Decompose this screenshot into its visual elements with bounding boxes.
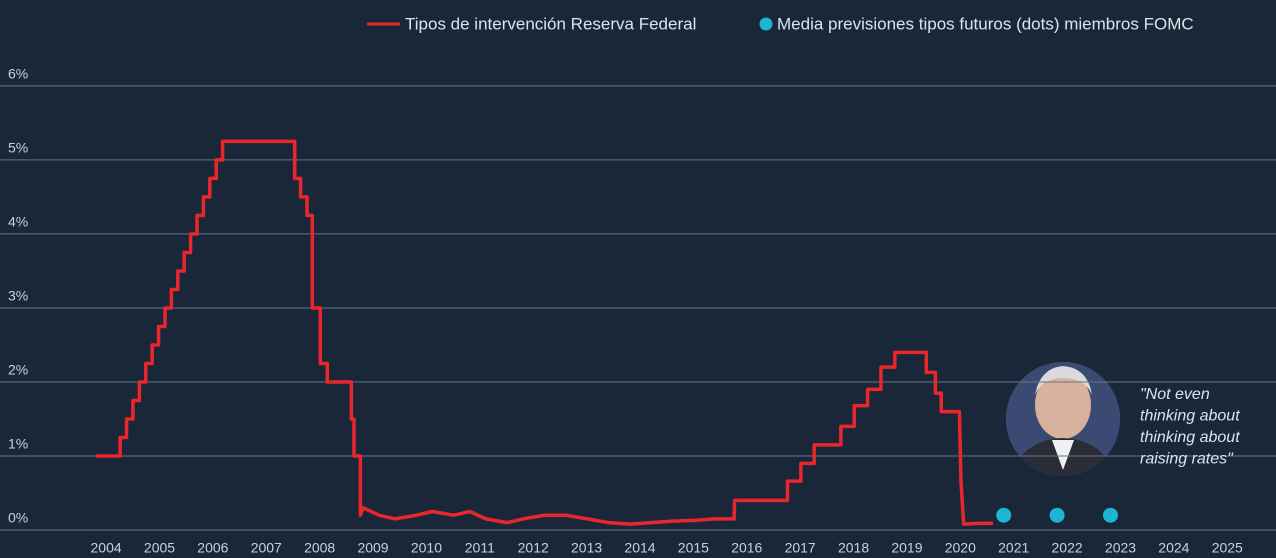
x-tick-label: 2015 (678, 540, 709, 556)
x-tick-label: 2021 (998, 540, 1029, 556)
y-tick-label: 3% (8, 288, 28, 304)
x-tick-label: 2022 (1052, 540, 1083, 556)
legend-label: Media previsiones tipos futuros (dots) m… (777, 14, 1194, 33)
annotation-text: "Not even (1140, 386, 1210, 403)
x-tick-label: 2011 (465, 540, 495, 556)
x-tick-label: 2025 (1212, 540, 1243, 556)
forecast-dot (1049, 507, 1065, 523)
x-tick-label: 2017 (785, 540, 816, 556)
x-tick-label: 2019 (891, 540, 922, 556)
rate-line (96, 139, 994, 526)
x-tick-label: 2004 (91, 540, 122, 556)
x-tick-label: 2006 (197, 540, 228, 556)
y-tick-label: 0% (8, 510, 28, 526)
forecast-dot (1102, 507, 1118, 523)
y-tick-label: 6% (8, 66, 28, 82)
annotation-text: thinking about (1140, 408, 1240, 425)
annotation-text: raising rates" (1140, 451, 1234, 468)
x-tick-label: 2024 (1158, 540, 1189, 556)
legend-swatch (759, 17, 773, 31)
x-tick-label: 2008 (304, 540, 335, 556)
x-tick-label: 2020 (945, 540, 976, 556)
x-tick-label: 2007 (251, 540, 282, 556)
legend-label: Tipos de intervención Reserva Federal (405, 14, 696, 33)
x-tick-label: 2014 (624, 540, 655, 556)
y-tick-label: 5% (8, 140, 28, 156)
x-tick-label: 2010 (411, 540, 442, 556)
y-tick-label: 4% (8, 214, 28, 230)
x-tick-label: 2016 (731, 540, 762, 556)
y-tick-label: 1% (8, 436, 28, 452)
x-tick-label: 2012 (518, 540, 549, 556)
x-tick-label: 2018 (838, 540, 869, 556)
photo (1006, 362, 1120, 476)
x-tick-label: 2013 (571, 540, 602, 556)
x-tick-label: 2023 (1105, 540, 1136, 556)
annotation-text: thinking about (1140, 429, 1240, 446)
x-tick-label: 2005 (144, 540, 175, 556)
x-tick-label: 2009 (357, 540, 388, 556)
forecast-dot (996, 507, 1012, 523)
y-tick-label: 2% (8, 362, 28, 378)
